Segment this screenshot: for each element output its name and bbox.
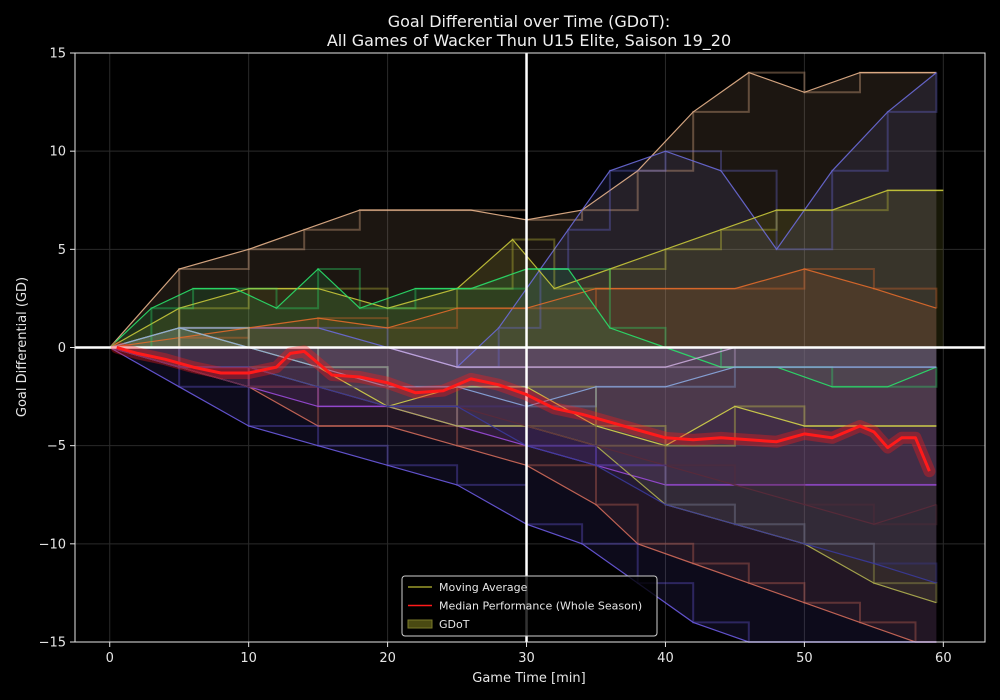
gdot-band-13 [109, 347, 937, 525]
legend: Moving Average Median Performance (Whole … [401, 575, 658, 637]
moving-average-9 [109, 346, 937, 643]
legend-label-2: GDoT [439, 618, 470, 631]
gdot-track-14 [109, 346, 938, 584]
gdot-band-10 [109, 347, 937, 485]
y-tick-label-5: 10 [49, 145, 66, 160]
chart-subtitle: All Games of Wacker Thun U15 Elite, Sais… [327, 31, 731, 51]
x-tick-label-6: 60 [935, 651, 952, 666]
x-tick-label-0: 0 [106, 651, 114, 666]
y-tick-label-1: −10 [39, 537, 66, 552]
y-tick-label-3: 0 [58, 341, 66, 356]
y-axis-label: Goal Differential (GD) [15, 277, 30, 417]
reference-lines [75, 53, 985, 642]
plot-area [74, 52, 986, 643]
moving-average-4 [109, 268, 937, 388]
legend-swatch-2 [407, 619, 433, 629]
gdot-band-12 [109, 347, 937, 603]
legend-label-1: Median Performance (Whole Season) [439, 600, 642, 613]
gdot-band-11 [109, 347, 937, 642]
y-tick-label-0: −15 [39, 636, 66, 651]
x-tick-label-4: 40 [657, 651, 674, 666]
median-line [116, 346, 931, 472]
gdot-track-12 [109, 346, 938, 603]
gdot-band-9 [109, 347, 937, 642]
gdot-track-0 [109, 71, 937, 349]
y-axis-ticks: −15 −10 −5 0 5 10 15 [39, 47, 75, 651]
moving-average-2 [109, 189, 944, 349]
legend-box [401, 575, 658, 637]
x-tick-label-2: 20 [379, 651, 396, 666]
gdot-track-8 [109, 326, 937, 408]
gdot-track-13 [109, 346, 938, 526]
gdot-band-5 [109, 347, 937, 368]
gdot-band-4 [109, 269, 937, 387]
gdot-band-1 [109, 72, 937, 368]
legend-label-0: Moving Average [439, 581, 528, 594]
median-performance [110, 341, 936, 478]
moving-average-0 [109, 71, 937, 348]
gdot-band-14 [109, 347, 937, 584]
y-tick-label-2: −5 [47, 439, 66, 454]
chart-title: Goal Differential over Time (GDoT): [388, 12, 671, 31]
x-axis-ticks: 0 10 20 30 40 50 60 [106, 642, 952, 666]
gdot-band-0 [109, 72, 937, 348]
x-tick-label-5: 50 [796, 651, 813, 666]
y-tick-label-4: 5 [58, 243, 66, 258]
x-axis-label: Game Time [min] [472, 671, 585, 686]
x-tick-label-1: 10 [240, 651, 257, 666]
y-tick-label-6: 15 [49, 47, 66, 62]
x-tick-label-3: 30 [518, 651, 535, 666]
